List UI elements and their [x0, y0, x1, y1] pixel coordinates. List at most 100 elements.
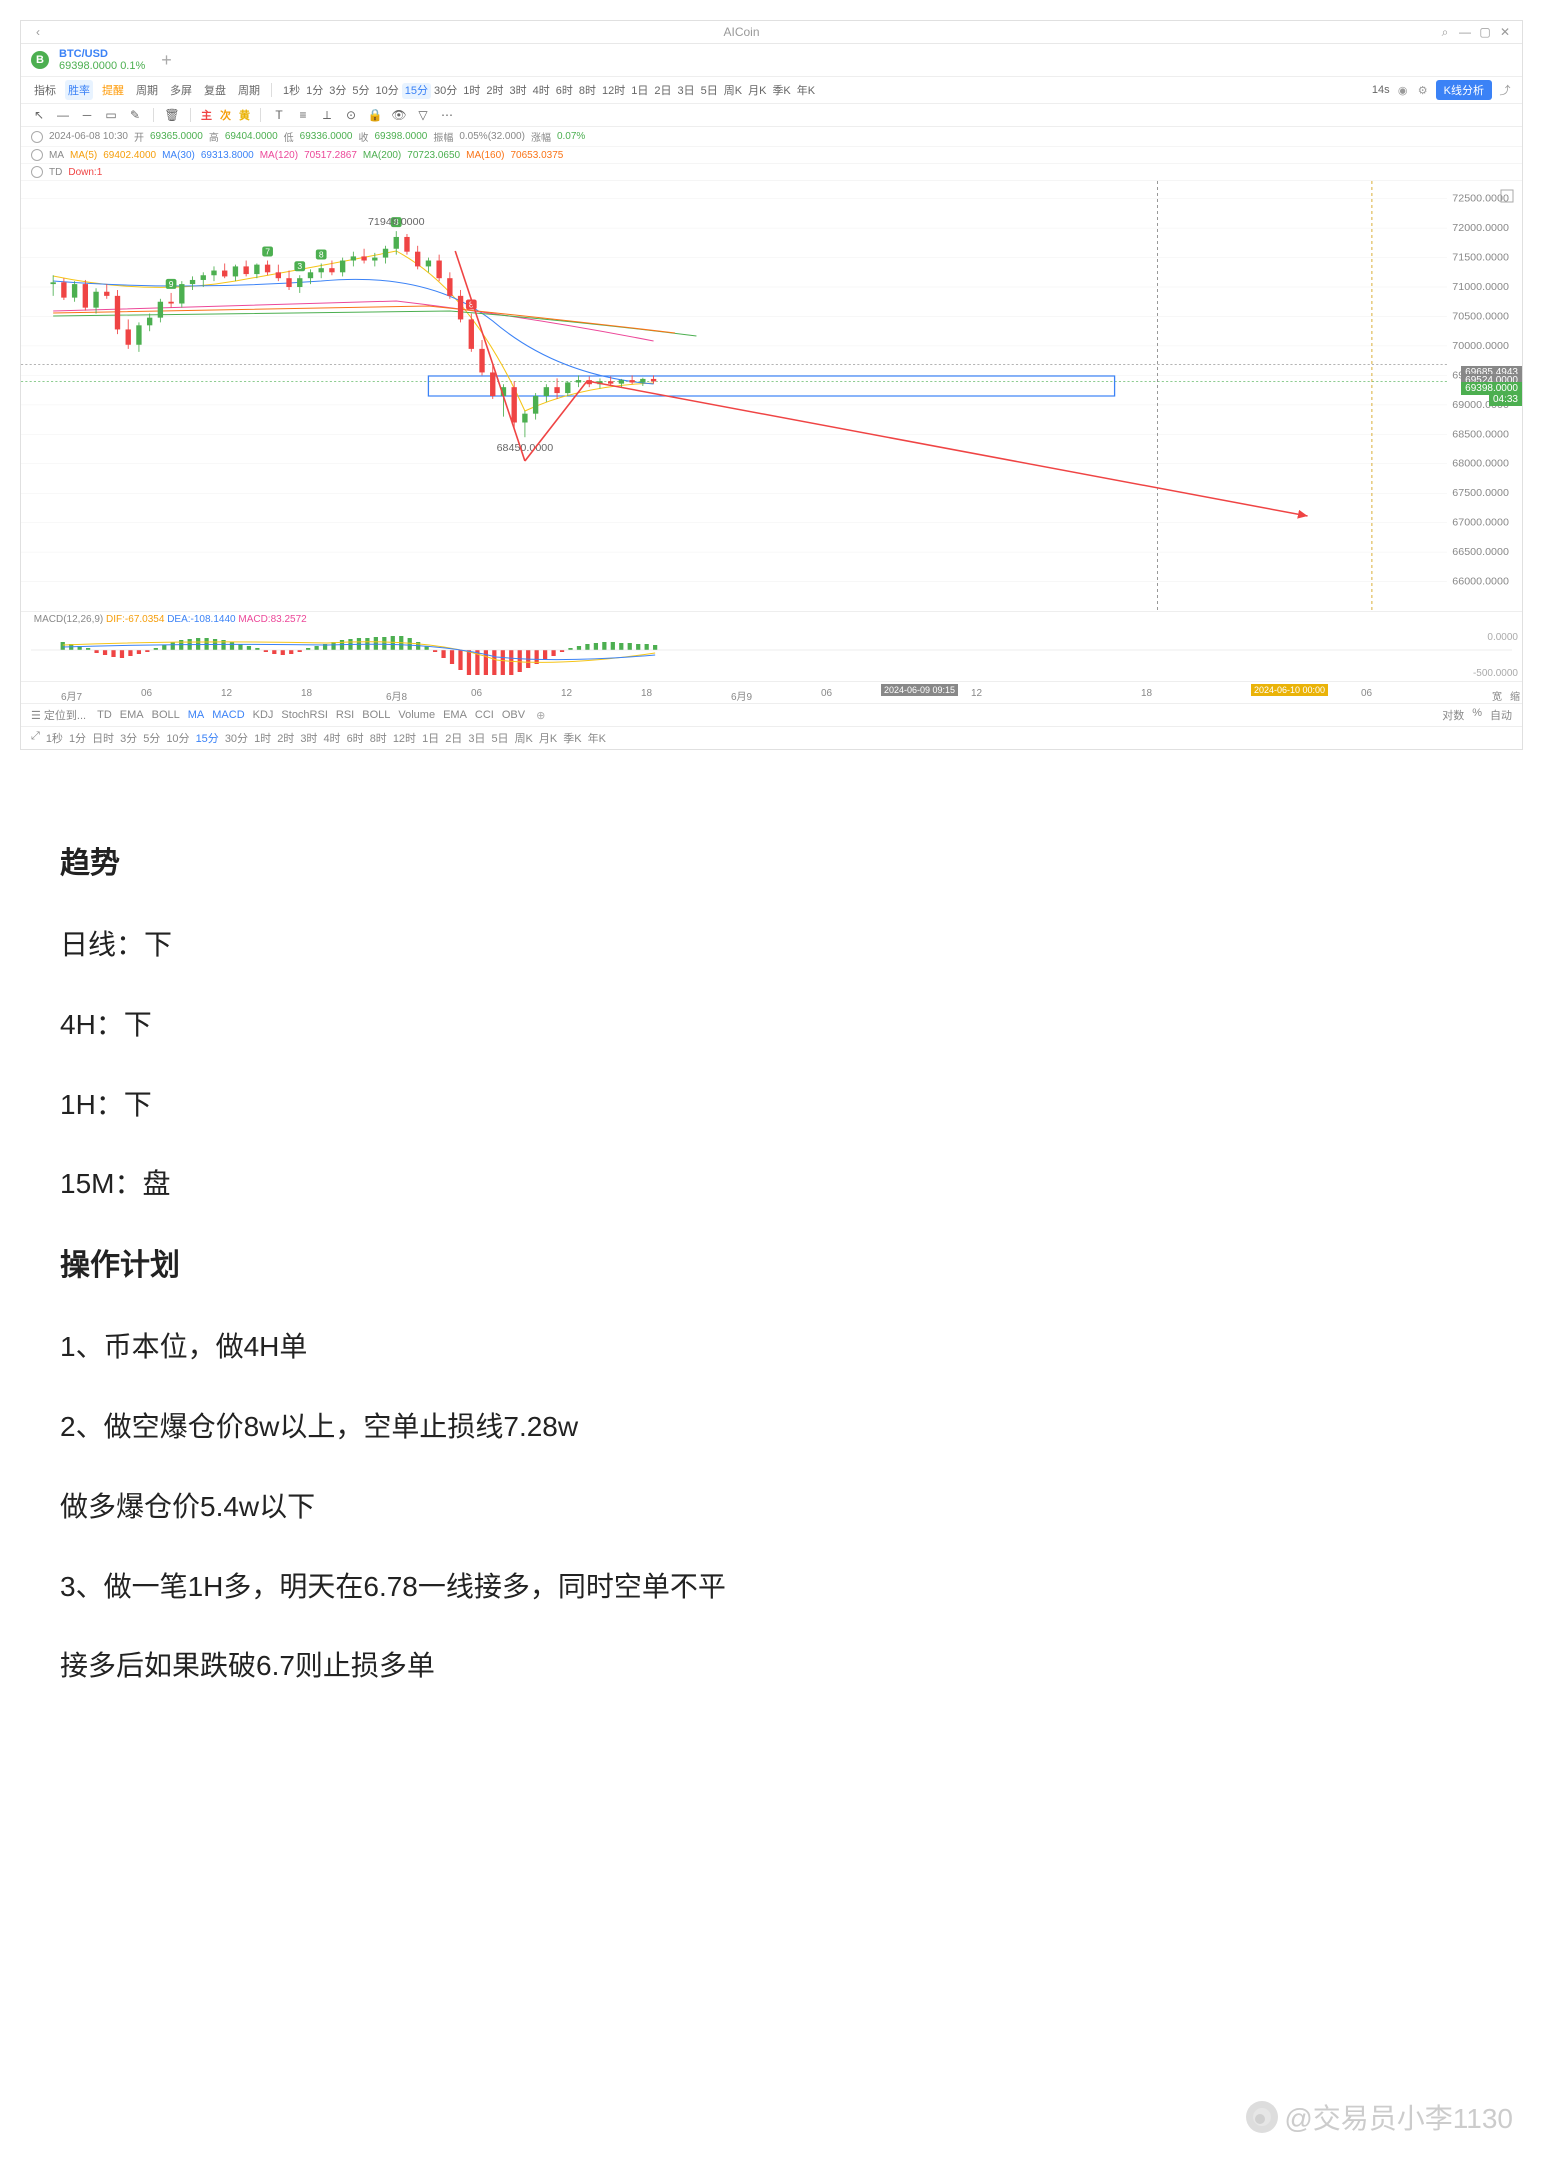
indicator-MA[interactable]: MA — [188, 709, 205, 721]
log-toggle[interactable]: 对数 — [1442, 707, 1464, 723]
timeframe-1分[interactable]: 1分 — [303, 83, 326, 99]
back-icon[interactable]: ‹ — [31, 25, 45, 39]
timeframe-3日[interactable]: 3日 — [675, 83, 698, 99]
indicator-MACD[interactable]: MACD — [212, 709, 244, 721]
btf-15分[interactable]: 15分 — [196, 730, 219, 746]
pct-toggle[interactable]: % — [1472, 707, 1482, 723]
locate-button[interactable]: ☰ 定位到... — [31, 707, 86, 723]
fullscreen-icon[interactable] — [1500, 189, 1514, 208]
btf-1分[interactable]: 1分 — [69, 730, 86, 746]
settings-icon[interactable]: ⚙ — [1416, 83, 1430, 97]
tb-winrate[interactable]: 胜率 — [65, 80, 93, 100]
timeframe-5日[interactable]: 5日 — [698, 83, 721, 99]
timeframe-年K[interactable]: 年K — [794, 83, 818, 99]
timeframe-2日[interactable]: 2日 — [651, 83, 674, 99]
timeframe-1日[interactable]: 1日 — [628, 83, 651, 99]
text-tool[interactable]: T — [271, 107, 287, 123]
btf-周K[interactable]: 周K — [515, 730, 533, 746]
btf-1时[interactable]: 1时 — [254, 730, 271, 746]
tb-multiscreen[interactable]: 多屏 — [167, 80, 195, 100]
ci-button[interactable]: 次 — [220, 107, 231, 123]
indicator-EMA[interactable]: EMA — [443, 709, 467, 721]
timeframe-季K[interactable]: 季K — [769, 83, 793, 99]
indicator-EMA[interactable]: EMA — [120, 709, 144, 721]
auto-toggle[interactable]: 自动 — [1490, 707, 1512, 723]
btf-日时[interactable]: 日时 — [92, 730, 114, 746]
btf-月K[interactable]: 月K — [539, 730, 557, 746]
timeframe-2时[interactable]: 2时 — [483, 83, 506, 99]
camera-icon[interactable]: ◉ — [1396, 83, 1410, 97]
btf-季K[interactable]: 季K — [563, 730, 581, 746]
indicator-OBV[interactable]: OBV — [502, 709, 525, 721]
rect-tool[interactable]: ▭ — [103, 107, 119, 123]
eye-icon[interactable] — [31, 166, 43, 178]
main-chart[interactable]: 72500.000072000.000071500.000071000.0000… — [21, 181, 1522, 611]
btf-1秒[interactable]: 1秒 — [46, 730, 63, 746]
btf-10分[interactable]: 10分 — [166, 730, 189, 746]
btf-3分[interactable]: 3分 — [120, 730, 137, 746]
indicator-TD[interactable]: TD — [97, 709, 112, 721]
indicator-BOLL[interactable]: BOLL — [152, 709, 180, 721]
hline-tool[interactable]: ─ — [79, 107, 95, 123]
eye-icon[interactable] — [31, 131, 43, 143]
timeframe-月K[interactable]: 月K — [745, 83, 769, 99]
line-tool[interactable]: — — [55, 107, 71, 123]
indicator-BOLL[interactable]: BOLL — [362, 709, 390, 721]
maximize-icon[interactable]: ▢ — [1478, 25, 1492, 39]
tb-cycle2[interactable]: 周期 — [235, 80, 263, 100]
eye-icon[interactable] — [31, 149, 43, 161]
btf-3时[interactable]: 3时 — [300, 730, 317, 746]
indicator-CCI[interactable]: CCI — [475, 709, 494, 721]
btf-年K[interactable]: 年K — [588, 730, 606, 746]
timeframe-1秒[interactable]: 1秒 — [280, 83, 303, 99]
tb-indicator[interactable]: 指标 — [31, 80, 59, 100]
eye-tool[interactable]: 👁 — [391, 107, 407, 123]
filter-tool[interactable]: ▽ — [415, 107, 431, 123]
btf-1日[interactable]: 1日 — [422, 730, 439, 746]
tb-replay[interactable]: 复盘 — [201, 80, 229, 100]
search-icon[interactable]: ⌕ — [1438, 25, 1452, 39]
huang-button[interactable]: 黄 — [239, 107, 250, 123]
timeframe-3时[interactable]: 3时 — [507, 83, 530, 99]
indicator-Volume[interactable]: Volume — [398, 709, 435, 721]
brush-tool[interactable]: ✎ — [127, 107, 143, 123]
zhu-button[interactable]: 主 — [201, 107, 212, 123]
timeframe-6时[interactable]: 6时 — [553, 83, 576, 99]
analysis-button[interactable]: K线分析 — [1436, 80, 1492, 100]
timeframe-周K[interactable]: 周K — [721, 83, 745, 99]
btf-4时[interactable]: 4时 — [323, 730, 340, 746]
indicator-KDJ[interactable]: KDJ — [253, 709, 274, 721]
tb-alert[interactable]: 提醒 — [99, 80, 127, 100]
btf-2时[interactable]: 2时 — [277, 730, 294, 746]
macd-panel[interactable]: MACD(12,26,9) DIF:-67.0354 DEA:-108.1440… — [21, 611, 1522, 681]
cursor-tool[interactable]: ↖ — [31, 107, 47, 123]
timeframe-5分[interactable]: 5分 — [349, 83, 372, 99]
share-icon[interactable]: ⤴ — [1498, 83, 1512, 97]
symbol-name[interactable]: BTC/USD — [59, 48, 145, 60]
tb-cycle[interactable]: 周期 — [133, 80, 161, 100]
btf-5日[interactable]: 5日 — [491, 730, 508, 746]
indicator-StochRSI[interactable]: StochRSI — [281, 709, 327, 721]
add-tab-button[interactable]: + — [155, 50, 178, 71]
trash-icon[interactable]: 🗑 — [164, 107, 180, 123]
btf-6时[interactable]: 6时 — [347, 730, 364, 746]
magnet-tool[interactable]: ⊙ — [343, 107, 359, 123]
timeframe-4时[interactable]: 4时 — [530, 83, 553, 99]
close-icon[interactable]: ✕ — [1498, 25, 1512, 39]
timeframe-1时[interactable]: 1时 — [460, 83, 483, 99]
btf-5分[interactable]: 5分 — [143, 730, 160, 746]
btf-3日[interactable]: 3日 — [468, 730, 485, 746]
more-tool[interactable]: ⋯ — [439, 107, 455, 123]
indicator-RSI[interactable]: RSI — [336, 709, 354, 721]
lock-tool[interactable]: 🔒 — [367, 107, 383, 123]
timeframe-3分[interactable]: 3分 — [326, 83, 349, 99]
btf-30分[interactable]: 30分 — [225, 730, 248, 746]
timeframe-8时[interactable]: 8时 — [576, 83, 599, 99]
timeframe-15分[interactable]: 15分 — [402, 83, 431, 99]
timeframe-12时[interactable]: 12时 — [599, 83, 628, 99]
add-indicator[interactable]: ⊕ — [536, 709, 545, 722]
btf-2日[interactable]: 2日 — [445, 730, 462, 746]
ruler-tool[interactable]: ⟂ — [319, 107, 335, 123]
timeframe-10分[interactable]: 10分 — [373, 83, 402, 99]
zoom-宽[interactable]: 宽 — [1492, 688, 1502, 703]
